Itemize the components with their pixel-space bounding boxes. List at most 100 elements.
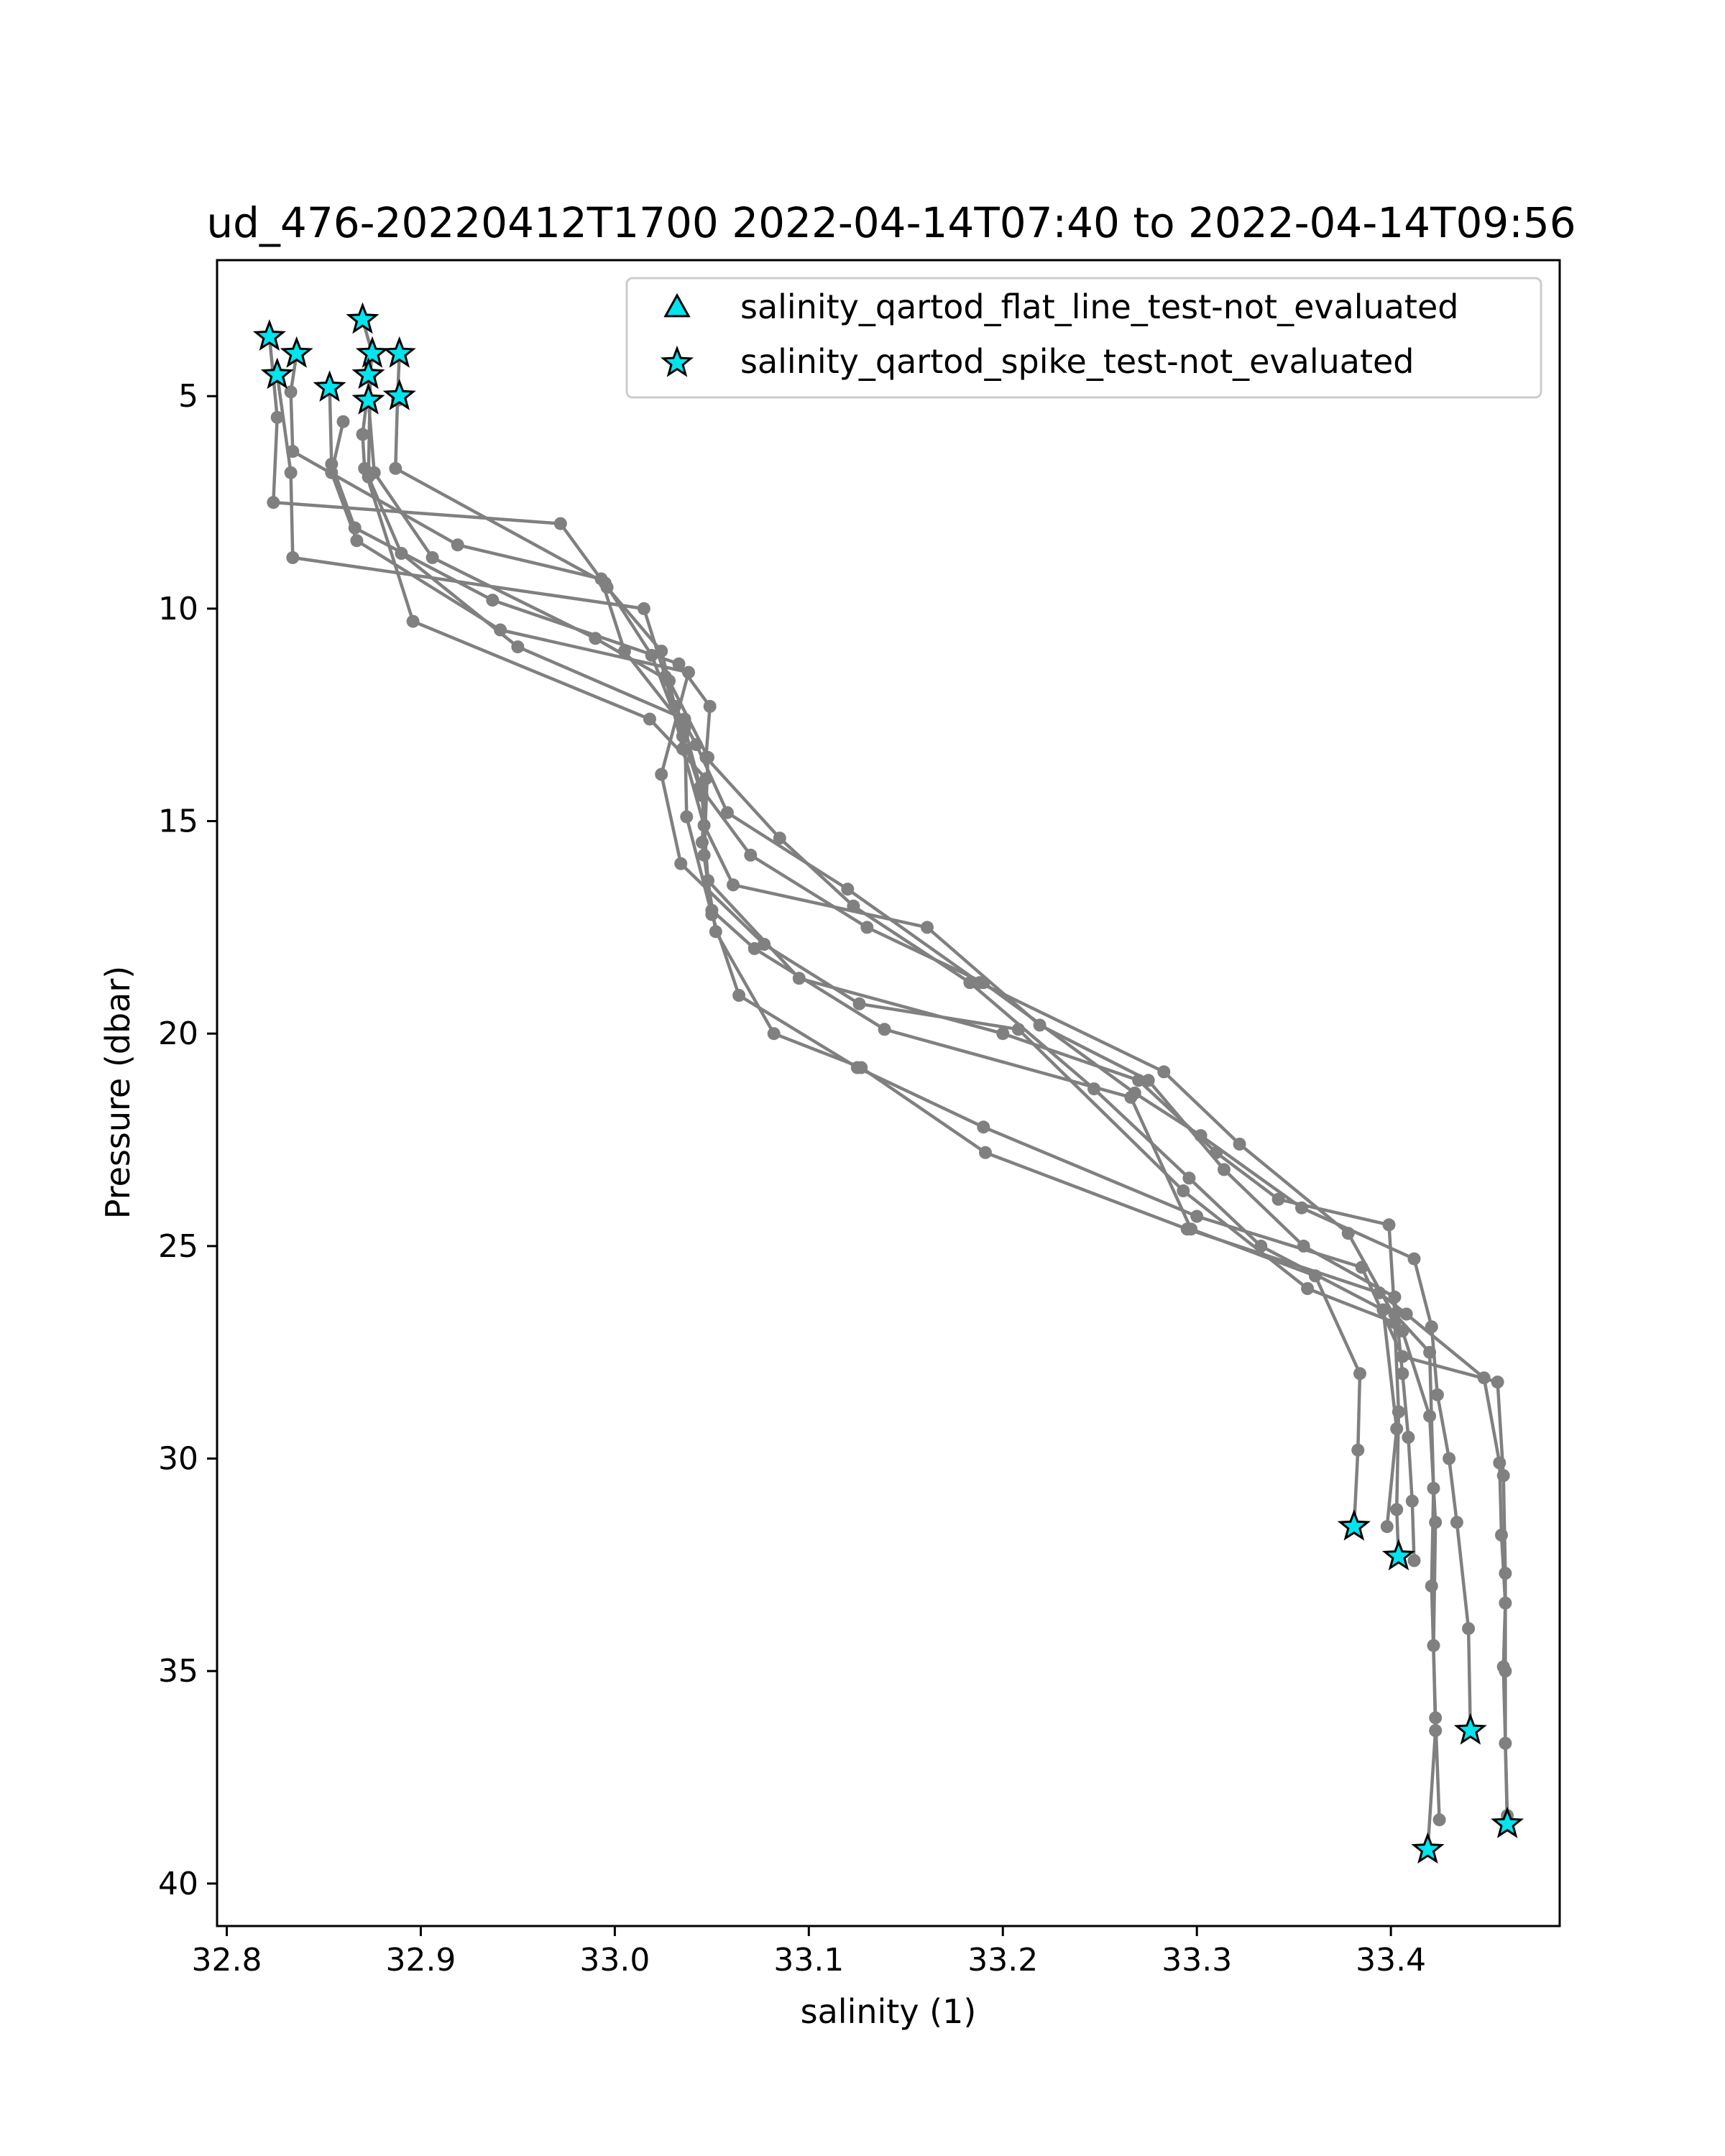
spike-star-marker — [382, 378, 416, 410]
profile-point — [637, 602, 650, 615]
profile-point — [395, 547, 408, 560]
profile-point — [270, 410, 284, 424]
profile-point — [356, 428, 369, 441]
spike-star-marker — [346, 302, 380, 334]
profile-point — [1477, 1371, 1491, 1385]
profile-point — [1423, 1345, 1437, 1359]
x-tick-label: 33.3 — [1162, 1942, 1232, 1978]
profile-point — [672, 657, 686, 671]
profile-point — [389, 461, 402, 475]
y-tick-label: 10 — [158, 591, 198, 627]
profile-point — [744, 848, 758, 862]
profile-point — [1355, 1261, 1368, 1274]
profile-point — [1429, 1711, 1443, 1725]
profile-point — [1425, 1320, 1438, 1334]
profile-point — [426, 550, 439, 564]
spike-star-marker — [313, 370, 346, 402]
profile-point — [732, 989, 746, 1002]
x-axis: 32.8 32.9 33.0 33.1 33.2 33.3 33.4 — [192, 1926, 1426, 1978]
profile-point — [1218, 1163, 1230, 1176]
profile-point — [703, 699, 717, 713]
profile-point — [486, 594, 500, 607]
legend-box — [625, 277, 1542, 399]
profile-point — [758, 938, 771, 951]
profile-point — [1491, 1376, 1504, 1389]
profile-point — [1450, 1516, 1463, 1529]
profile-point — [1392, 1405, 1405, 1419]
spike-star-marker — [1453, 1713, 1487, 1745]
profile-point — [921, 921, 934, 934]
profile-point — [1351, 1443, 1365, 1457]
profile-point — [1210, 1146, 1223, 1159]
y-tick-label: 5 — [178, 378, 198, 415]
y-axis-label: Pressure (dbar) — [98, 966, 137, 1219]
profile-point — [1011, 1023, 1025, 1036]
profile-point — [682, 665, 695, 679]
spike-star-marker — [260, 357, 294, 390]
profile-point — [1380, 1520, 1394, 1534]
legend-triangle-marker — [663, 292, 691, 318]
profile-point — [451, 538, 464, 552]
profile-point — [878, 1023, 891, 1036]
profile-point — [1432, 1813, 1446, 1827]
profile-point — [1190, 1210, 1204, 1223]
profile-point — [773, 831, 786, 845]
x-tick-label: 33.4 — [1356, 1942, 1426, 1978]
profile-point — [1182, 1171, 1196, 1185]
spike-star-marker — [351, 357, 385, 390]
profile-line — [328, 387, 1399, 1527]
profile-point — [286, 550, 300, 564]
profile-series-4 — [323, 381, 1404, 1534]
profile-point — [1493, 1456, 1506, 1470]
x-tick-label: 33.2 — [967, 1942, 1038, 1978]
x-tick-label: 33.0 — [579, 1942, 650, 1978]
spike-star-marker — [1337, 1508, 1371, 1541]
y-axis: 5 10 15 20 25 30 35 40 — [158, 378, 217, 1902]
chart-title: ud_476-20220412T1700 2022-04-14T07:40 to… — [206, 198, 1576, 247]
profile-point — [1180, 1222, 1194, 1236]
profile-point — [702, 750, 714, 764]
profile-point — [979, 1146, 992, 1159]
profile-point — [325, 466, 339, 479]
profile-point — [1157, 1065, 1171, 1079]
profile-point — [367, 466, 381, 479]
x-tick-label: 32.8 — [192, 1942, 262, 1978]
profile-point — [680, 810, 694, 824]
profile-point — [598, 576, 612, 590]
profile-point — [1382, 1218, 1396, 1232]
profile-point — [1033, 1018, 1046, 1032]
profile-point — [702, 874, 714, 888]
profile-point — [1405, 1494, 1419, 1508]
profile-point — [1407, 1554, 1421, 1567]
plot-area — [252, 302, 1524, 1864]
spike-star-marker — [280, 336, 313, 368]
profile-point — [1425, 1579, 1438, 1593]
profile-point — [336, 415, 350, 428]
y-tick-label: 25 — [158, 1228, 198, 1265]
profile-point — [695, 789, 709, 803]
profile-series-8 — [362, 394, 1514, 1823]
profile-line — [394, 354, 1441, 1820]
profile-point — [267, 496, 280, 510]
legend: salinity_qartod_flat_line_test-not_evalu… — [625, 277, 1542, 399]
profile-point — [1496, 1660, 1510, 1674]
profile-point — [643, 712, 656, 726]
spike-star-marker — [252, 319, 286, 351]
profile-point — [511, 640, 525, 654]
profile-point — [553, 517, 567, 530]
profile-point — [977, 1120, 990, 1134]
profile-point — [1402, 1431, 1415, 1444]
profile-point — [1390, 1503, 1404, 1516]
spike-star-marker — [355, 336, 390, 368]
profile-point — [1141, 1074, 1155, 1087]
profile-point — [663, 674, 676, 688]
profile-point — [406, 614, 420, 628]
profile-point — [1443, 1452, 1456, 1465]
profile-point — [1399, 1307, 1413, 1321]
profile-point — [674, 857, 688, 870]
profile-point — [767, 1027, 781, 1041]
legend-entry-spike: salinity_qartod_spike_test-not_evaluated — [740, 342, 1414, 381]
profile-point — [1430, 1388, 1444, 1401]
profile-point — [1423, 1409, 1437, 1423]
